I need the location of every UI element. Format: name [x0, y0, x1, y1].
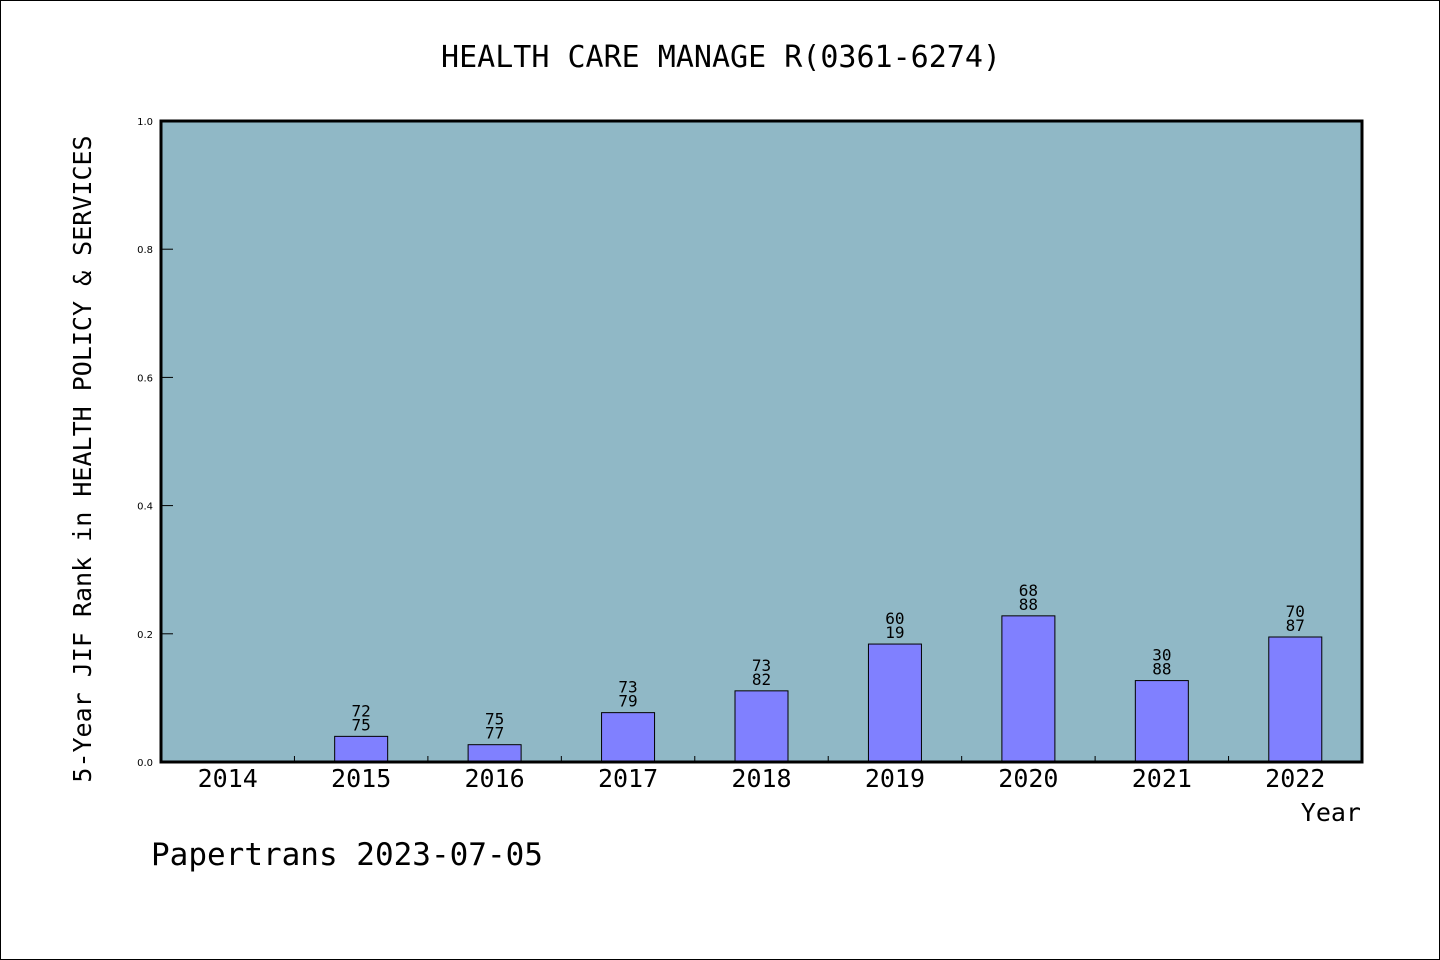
x-axis-ticks: 2014 2015 2016 2017 2018 2019 2020 2021 2022 [198, 756, 1325, 793]
bar-label-2017: 79 [618, 692, 637, 711]
y-tick-label: 0.0 [137, 758, 153, 769]
bar-2021 [1134, 680, 1189, 763]
plot-area [161, 121, 1362, 762]
x-tick-label: 2020 [998, 764, 1058, 793]
chart-title: HEALTH CARE MANAGE R(0361-6274) [441, 40, 1001, 75]
bar-2015 [334, 735, 389, 763]
bar-label-2017: 73 [618, 678, 637, 697]
bar-2017 [601, 712, 656, 763]
y-axis-label: 5-Year JIF Rank in HEALTH POLICY & SERVI… [68, 135, 97, 782]
y-tick-label: 0.2 [137, 630, 153, 641]
bar-label-2015: 75 [352, 715, 371, 734]
bar-label-2016: 75 [485, 710, 504, 729]
bar-label-2019: 60 [885, 609, 904, 628]
x-tick-label: 2015 [331, 764, 391, 793]
bar-2019 [867, 643, 922, 763]
x-tick-label: 2022 [1265, 764, 1325, 793]
bars-group [334, 615, 1323, 763]
bar-label-2015: 72 [352, 701, 371, 720]
y-tick-label: 1.0 [137, 117, 153, 128]
x-tick-label: 2019 [865, 764, 925, 793]
x-tick-label: 2017 [598, 764, 658, 793]
y-tick-label: 0.6 [137, 373, 153, 384]
y-tick-label: 0.8 [137, 245, 153, 256]
bar-label-2021: 30 [1152, 646, 1171, 665]
bar-2020 [1001, 615, 1056, 763]
bar-label-2018: 73 [752, 656, 771, 675]
x-axis-label: Year [1301, 798, 1361, 827]
bar-label-2022: 70 [1286, 602, 1305, 621]
x-tick-label: 2014 [198, 764, 258, 793]
bar-label-2021: 88 [1152, 660, 1171, 679]
plot-border [159, 119, 1364, 764]
bar-label-2022: 87 [1286, 616, 1305, 635]
x-tick-label: 2021 [1132, 764, 1192, 793]
bar-label-2016: 77 [485, 724, 504, 743]
bar-label-2020: 68 [1019, 581, 1038, 600]
x-tick-label: 2018 [731, 764, 791, 793]
bar-label-2018: 82 [752, 670, 771, 689]
bar-2016 [467, 744, 522, 763]
y-tick-label: 0.4 [137, 502, 153, 513]
x-tick-label: 2016 [465, 764, 525, 793]
bar-2022 [1268, 636, 1323, 763]
bar-2018 [734, 690, 789, 763]
bar-label-2020: 88 [1019, 595, 1038, 614]
bar-label-2019: 19 [885, 623, 904, 642]
footer-stamp: Papertrans 2023-07-05 [151, 837, 543, 873]
